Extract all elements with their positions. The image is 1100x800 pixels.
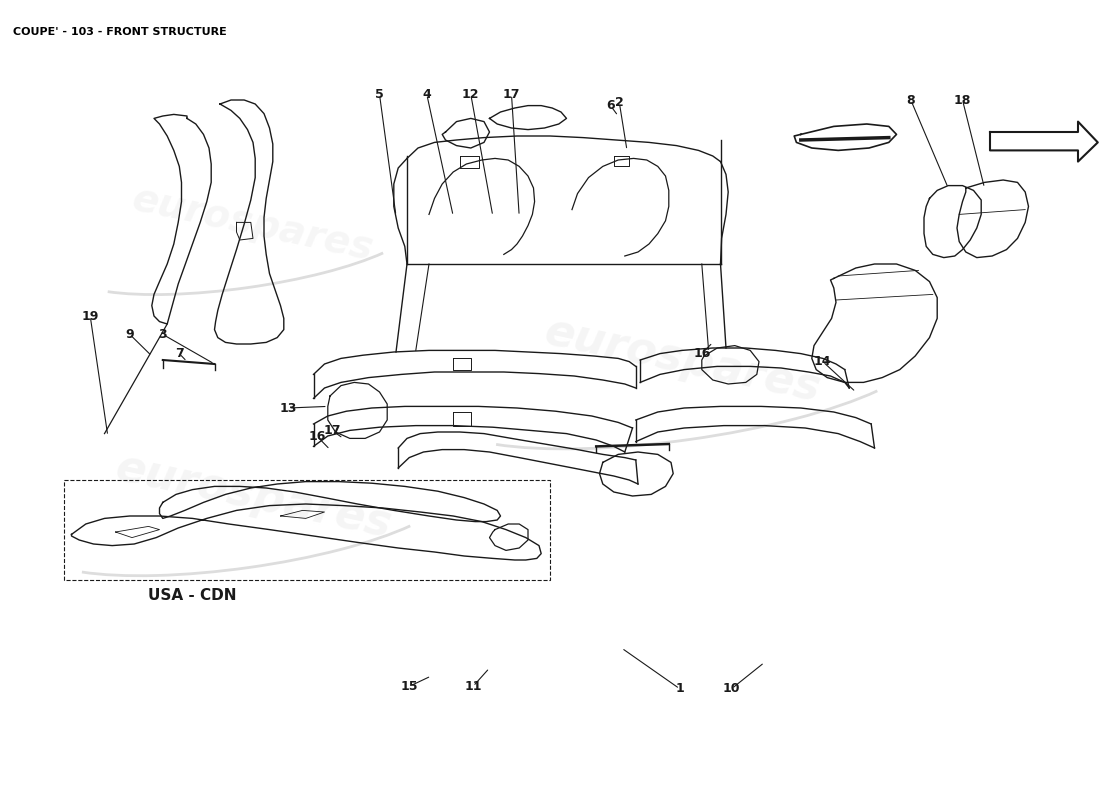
Text: COUPE' - 103 - FRONT STRUCTURE: COUPE' - 103 - FRONT STRUCTURE — [13, 27, 227, 37]
Text: 18: 18 — [954, 94, 971, 106]
Text: 16: 16 — [693, 347, 711, 360]
Text: 6: 6 — [606, 99, 615, 112]
Text: 19: 19 — [81, 310, 99, 322]
Text: 17: 17 — [503, 88, 520, 101]
Text: 9: 9 — [125, 328, 134, 341]
Text: 1: 1 — [675, 682, 684, 695]
Text: eurospares: eurospares — [111, 446, 395, 546]
Text: 12: 12 — [462, 88, 480, 101]
Text: 5: 5 — [375, 88, 384, 101]
Text: 15: 15 — [400, 680, 418, 693]
Text: 11: 11 — [464, 680, 482, 693]
Text: 3: 3 — [158, 328, 167, 341]
Text: 10: 10 — [723, 682, 740, 695]
Text: USA - CDN: USA - CDN — [148, 589, 236, 603]
Polygon shape — [990, 122, 1098, 162]
Text: eurospares: eurospares — [129, 180, 377, 268]
Text: 4: 4 — [422, 88, 431, 101]
Text: 2: 2 — [615, 96, 624, 109]
Text: 7: 7 — [175, 347, 184, 360]
Text: 13: 13 — [279, 402, 297, 414]
Text: 14: 14 — [814, 355, 832, 368]
Text: 8: 8 — [906, 94, 915, 106]
Text: eurospares: eurospares — [540, 310, 824, 410]
Text: 17: 17 — [323, 424, 341, 437]
Text: 16: 16 — [308, 430, 326, 442]
